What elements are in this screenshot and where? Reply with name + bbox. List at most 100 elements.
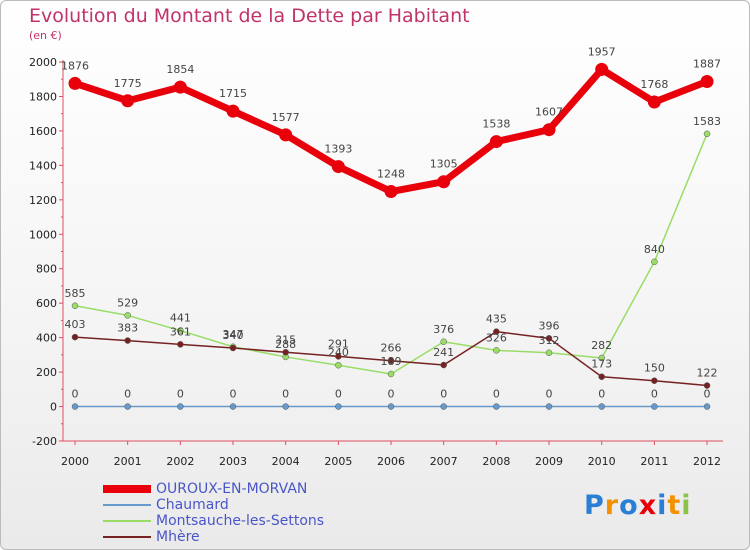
data-label: 361: [170, 325, 191, 338]
data-label: 1538: [482, 118, 510, 131]
data-point: [703, 382, 711, 389]
data-point: [387, 403, 395, 410]
data-point: [387, 370, 395, 378]
data-point: [68, 76, 82, 90]
data-label: 585: [65, 287, 86, 300]
logo-letter: r: [604, 490, 620, 521]
data-point: [493, 347, 500, 354]
data-label: 347: [223, 328, 244, 341]
chart-subtitle: (en €): [29, 29, 62, 42]
data-label: 1577: [272, 111, 300, 124]
data-label: 291: [328, 337, 349, 350]
data-label: 0: [546, 388, 553, 401]
y-tick-label: 1600: [29, 125, 57, 138]
y-tick-label: 1000: [29, 228, 57, 241]
data-point: [598, 403, 605, 410]
x-tick-label: 2009: [535, 455, 563, 468]
data-label: 340: [223, 329, 244, 342]
data-label: 0: [177, 388, 184, 401]
data-label: 441: [170, 312, 191, 325]
data-label: 1607: [535, 106, 563, 119]
data-point: [493, 403, 500, 410]
data-label: 0: [440, 388, 447, 401]
data-label: 1248: [377, 168, 405, 181]
data-point: [177, 327, 184, 334]
x-tick-label: 2005: [324, 455, 352, 468]
data-label: 240: [328, 346, 349, 359]
data-label: 0: [651, 388, 658, 401]
data-point: [440, 338, 447, 346]
data-label: 1887: [693, 57, 721, 70]
y-tick-label: 1400: [29, 159, 57, 172]
data-label: 840: [644, 243, 665, 256]
data-point: [651, 403, 658, 410]
data-label: 0: [335, 388, 342, 401]
data-label: 282: [591, 339, 612, 352]
data-label: 0: [230, 388, 237, 401]
data-label: 1775: [114, 77, 142, 90]
data-label: 383: [117, 322, 138, 335]
data-point: [229, 344, 237, 352]
data-point: [700, 74, 714, 88]
data-point: [71, 333, 79, 341]
data-point: [384, 185, 398, 199]
data-point: [493, 328, 500, 335]
x-tick-label: 2006: [377, 455, 405, 468]
data-point: [545, 349, 553, 357]
logo-letter: P: [584, 490, 605, 521]
data-label: 1393: [324, 143, 352, 156]
x-tick-label: 2001: [114, 455, 142, 468]
data-point: [177, 341, 184, 348]
logo-letter: x: [638, 490, 658, 521]
data-label: 1957: [588, 45, 616, 58]
logo-letter: i: [657, 490, 668, 521]
data-point: [651, 377, 658, 384]
x-tick-label: 2008: [482, 455, 510, 468]
legend-label: Chaumard: [156, 497, 229, 513]
y-tick-label: 400: [36, 332, 57, 345]
data-label: 266: [381, 342, 402, 355]
data-point: [226, 104, 240, 118]
data-point: [282, 403, 289, 410]
data-label: 150: [644, 362, 665, 375]
logo-letter: o: [619, 490, 639, 521]
data-point: [124, 337, 131, 344]
x-tick-label: 2007: [430, 455, 458, 468]
x-tick-label: 2003: [219, 455, 247, 468]
data-label: 122: [697, 367, 718, 380]
logo-letter: t: [667, 490, 682, 521]
data-point: [282, 349, 289, 356]
data-label: 0: [72, 388, 79, 401]
data-label: 403: [65, 318, 86, 331]
data-label: 1876: [61, 59, 89, 72]
logo-letter: i: [681, 490, 692, 521]
legend-label: Mhère: [156, 529, 200, 545]
data-point: [335, 403, 342, 410]
data-point: [437, 175, 451, 189]
data-label: 288: [275, 338, 296, 351]
y-tick-label: 200: [36, 366, 57, 379]
x-tick-label: 2011: [640, 455, 668, 468]
y-tick-label: 600: [36, 297, 57, 310]
legend-label: Montsauche-les-Settons: [156, 513, 324, 529]
legend-label: OUROUX-EN-MORVAN: [156, 481, 307, 497]
data-label: 1854: [166, 63, 194, 76]
data-label: 376: [433, 323, 454, 336]
data-point: [331, 160, 345, 174]
x-tick-label: 2000: [61, 455, 89, 468]
data-point: [703, 403, 711, 410]
data-label: 1768: [640, 78, 668, 91]
data-label: 0: [493, 388, 500, 401]
data-label: 0: [282, 388, 289, 401]
data-point: [595, 62, 609, 76]
data-point: [440, 361, 447, 369]
chart-title: Evolution du Montant de la Dette par Hab…: [29, 5, 470, 27]
data-point: [542, 123, 556, 137]
y-tick-label: -200: [32, 435, 57, 448]
data-point: [124, 403, 131, 410]
data-point: [598, 354, 605, 362]
y-tick-label: 1800: [29, 90, 57, 103]
data-point: [703, 130, 711, 138]
